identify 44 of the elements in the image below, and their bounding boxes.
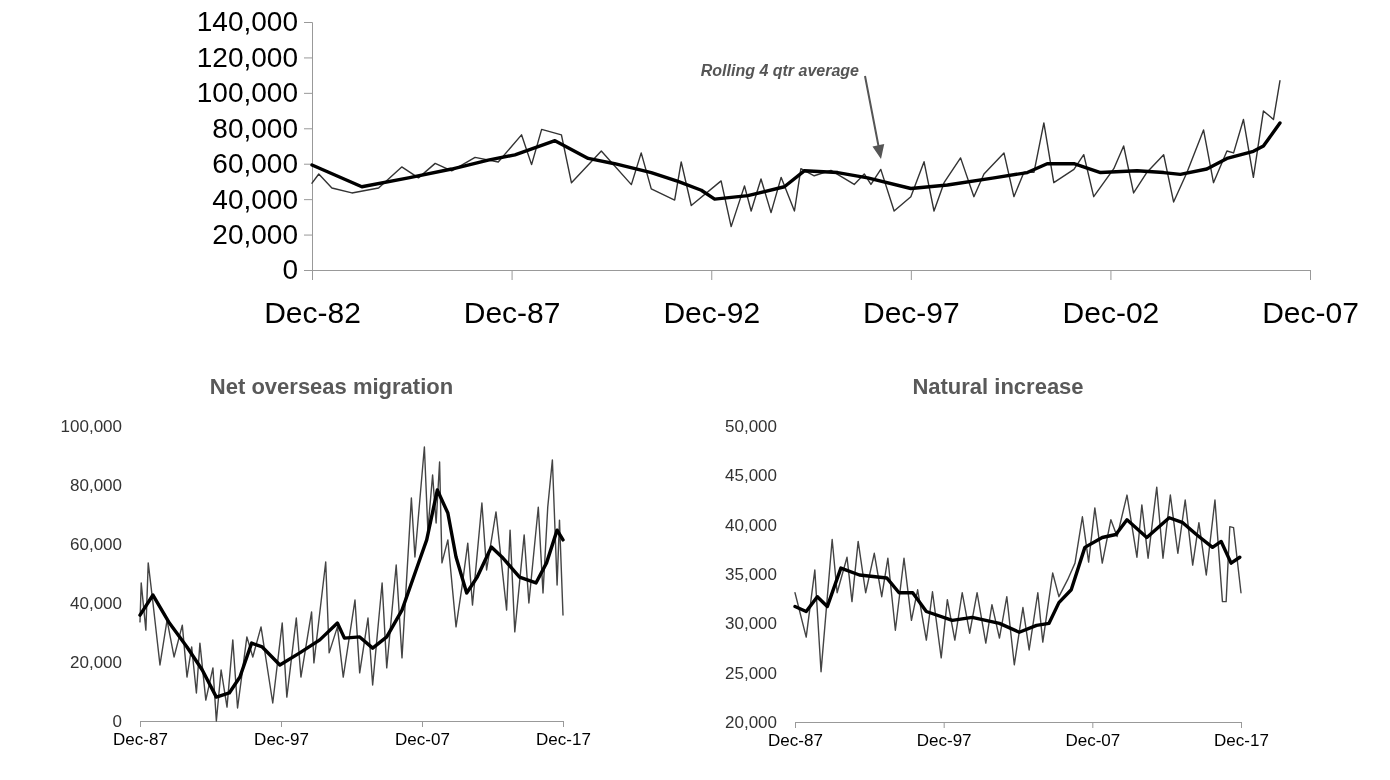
chart-title: Natural increase — [912, 374, 1084, 399]
y-tick-label: 30,000 — [725, 614, 777, 634]
x-tick-label: Dec-17 — [1214, 731, 1269, 751]
x-tick-label: Dec-87 — [768, 731, 823, 751]
y-tick-label: 25,000 — [725, 663, 777, 683]
y-tick-label: 120,000 — [196, 41, 298, 73]
y-tick-label: 60,000 — [70, 534, 122, 554]
y-tick-label: 40,000 — [725, 515, 777, 535]
x-tick-label: Dec-97 — [862, 296, 960, 330]
x-tick-label: Dec-87 — [463, 296, 561, 330]
y-tick-label: 0 — [112, 711, 122, 731]
x-tick-label: Dec-82 — [264, 296, 361, 330]
annotation: Rolling 4 qtr average — [700, 62, 860, 79]
y-tick-label: 40,000 — [70, 593, 122, 613]
x-tick-label: Dec-02 — [1062, 296, 1160, 330]
x-tick-label: Dec-87 — [113, 730, 168, 750]
y-tick-label: 100,000 — [196, 77, 298, 109]
y-tick-label: 20,000 — [212, 219, 298, 251]
y-tick-label: 50,000 — [725, 416, 777, 436]
x-tick-label: Dec-97 — [916, 731, 972, 751]
y-tick-label: 80,000 — [70, 475, 122, 495]
x-tick-label: Dec-07 — [395, 730, 450, 750]
x-tick-label: Dec-07 — [1065, 731, 1121, 751]
line-series — [310, 121, 1282, 201]
line-series — [793, 516, 1242, 634]
y-tick-label: 0 — [282, 254, 298, 286]
line-series — [311, 80, 1281, 228]
x-tick-label: Dec-97 — [254, 730, 309, 750]
y-tick-label: 60,000 — [212, 148, 298, 180]
y-tick-label: 80,000 — [212, 112, 298, 144]
line-series — [139, 446, 564, 722]
y-tick-label: 40,000 — [212, 183, 298, 215]
line-series — [138, 488, 565, 699]
x-tick-label: Dec-17 — [536, 730, 591, 750]
x-tick-label: Dec-92 — [663, 296, 761, 330]
y-tick-label: 140,000 — [196, 6, 298, 38]
y-tick-label: 100,000 — [60, 416, 122, 436]
y-tick-label: 20,000 — [70, 652, 122, 672]
chart-title: Net overseas migration — [209, 374, 454, 399]
line-series — [794, 486, 1242, 673]
y-tick-label: 35,000 — [725, 564, 777, 584]
y-tick-label: 45,000 — [725, 466, 777, 486]
x-tick-label: Dec-07 — [1262, 296, 1359, 330]
y-tick-label: 20,000 — [725, 712, 777, 732]
